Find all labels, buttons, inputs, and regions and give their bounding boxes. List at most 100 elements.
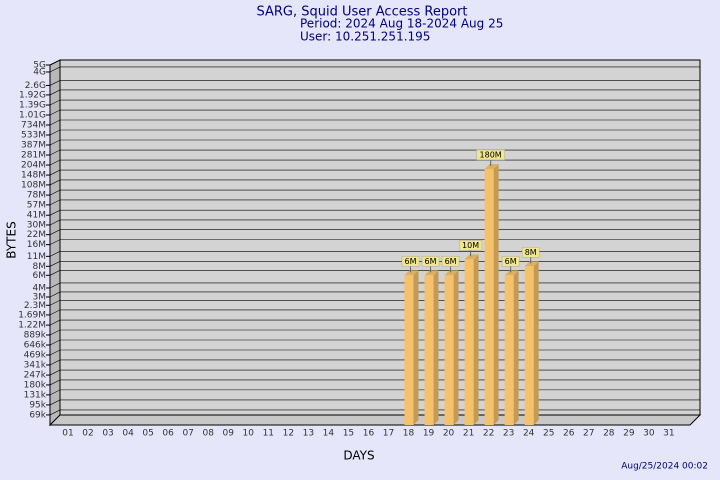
grid-line [49,139,700,146]
y-tick-label: 387M [21,141,46,151]
grid-line [49,129,700,136]
chart-user: User: 10.251.251.195 [300,30,430,44]
grid-line [49,80,700,86]
value-label-box [521,247,540,258]
floor [48,414,702,426]
grid-line [49,59,700,66]
y-tick-label: 533M [21,131,46,141]
y-tick-label: 95k [29,400,46,410]
value-label: 10M [462,241,479,250]
grid-line [49,119,700,126]
bar-side [513,270,519,425]
chart-title: SARG, Squid User Access Report [257,5,468,20]
value-label: 6M [505,257,517,266]
y-axis-label: BYTES [5,221,19,258]
x-tick-label: 07 [182,429,193,439]
value-label-box [476,149,505,161]
grid-line [49,109,700,116]
x-tick-label: 30 [643,429,655,439]
y-tick-label: 57M [27,200,46,210]
value-label-box [401,256,420,267]
y-tick-label: 11M [27,252,46,262]
x-tick-label: 13 [303,429,314,439]
x-tick-label: 21 [463,429,474,439]
y-tick-label: 1.69M [18,310,46,320]
x-tick-label: 05 [142,429,153,439]
y-tick-label: 69k [29,410,46,420]
y-tick-label: 4G [33,67,46,77]
bar [404,275,414,425]
y-tick-label: 1.92G [19,90,46,100]
bar-top [424,270,439,276]
y-tick-label: 30M [27,220,46,230]
value-label: 6M [445,257,457,266]
timestamp: Aug/25/2024 00:02 [621,462,708,472]
x-tick-label: 18 [403,429,415,439]
value-label: 180M [480,150,502,159]
value-label-box [441,256,460,267]
y-tick-label: 1.22M [18,321,46,331]
x-tick-label: 09 [223,429,235,439]
x-tick-label: 22 [483,429,494,439]
x-tick-label: 16 [363,429,375,439]
y-tick-label: 734M [21,120,46,130]
y-tick-label: 2.6G [25,81,46,91]
y-tick-label: 204M [21,161,46,171]
x-tick-label: 10 [243,429,255,439]
y-tick-label: 108M [21,180,46,190]
x-tick-label: 27 [583,429,594,439]
x-tick-label: 03 [102,429,113,439]
value-label-box [459,240,483,251]
y-tick-label: 41M [27,211,46,221]
x-tick-label: 08 [202,429,214,439]
value-label-box [501,256,520,267]
back-wall [59,59,701,416]
y-tick-label: 180k [24,380,47,390]
bar [464,259,474,425]
x-tick-label: 11 [263,429,274,439]
y-tick-label: 341k [24,360,47,370]
bar [424,275,434,425]
side-wall [49,59,61,427]
bar [484,168,494,425]
bar-side [453,270,459,425]
value-label-box [421,256,440,267]
chart-subtitle: Period: 2024 Aug 18-2024 Aug 25 [300,17,503,31]
y-tick-label: 22M [27,230,46,240]
y-tick-label: 247k [24,371,47,381]
y-tick-label: 5G [33,61,46,71]
bar-side [493,163,499,425]
bar-top [484,163,499,169]
y-tick-label: 16M [27,240,46,250]
y-tick-label: 281M [21,151,46,161]
x-tick-label: 15 [343,429,354,439]
bar-side [533,261,539,425]
bar-top [404,270,419,276]
y-tick-label: 469k [24,351,47,361]
y-tick-label: 4M [33,283,47,293]
bar [444,275,454,425]
x-tick-label: 17 [383,429,394,439]
bar-side [473,254,479,425]
value-label: 8M [525,248,537,257]
grid-line [49,99,700,106]
y-tick-label: 148M [21,171,46,181]
bar [524,266,534,425]
x-tick-label: 12 [283,429,294,439]
y-tick-label: 2.3M [24,301,46,311]
bar-side [413,270,419,425]
y-tick-label: 8M [33,262,47,272]
value-label: 6M [425,257,437,266]
x-tick-label: 31 [663,429,674,439]
y-tick-label: 3M [33,292,47,302]
x-tick-label: 19 [423,429,435,439]
y-tick-label: 889k [24,331,47,341]
value-label: 6M [405,257,417,266]
y-tick-label: 78M [27,191,46,201]
x-tick-label: 14 [323,429,335,439]
bar-top [524,261,539,267]
x-tick-label: 01 [62,429,73,439]
bar-top [504,270,519,276]
